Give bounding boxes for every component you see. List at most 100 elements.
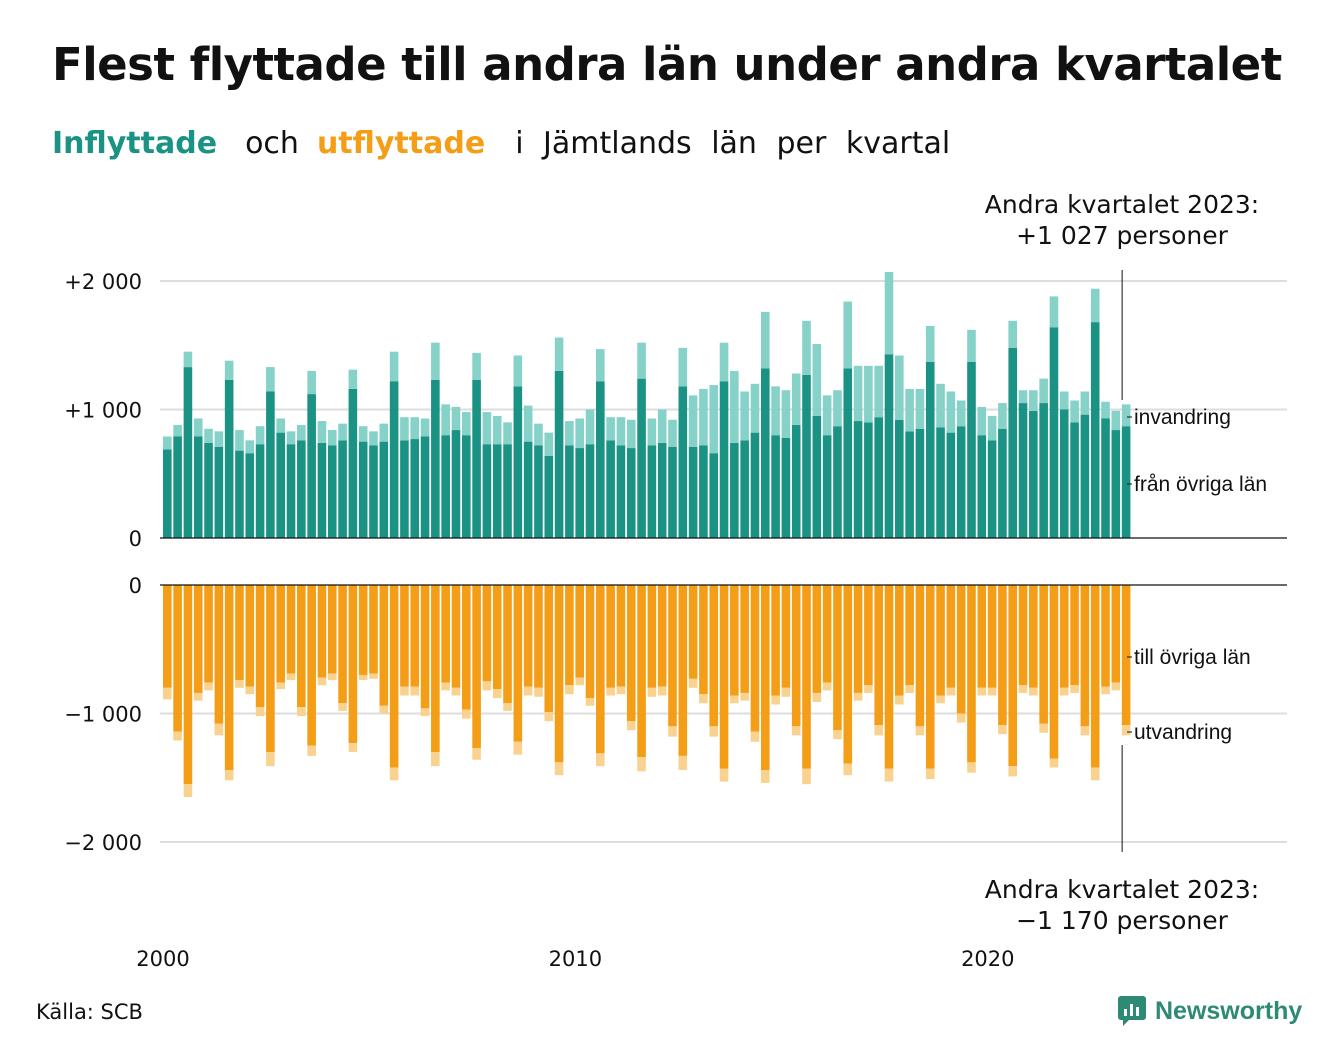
bar-inflow-domestic <box>822 435 832 538</box>
bar-outflow-domestic <box>307 585 316 746</box>
bar-outflow-emigration <box>967 762 976 773</box>
bar-inflow-domestic <box>1029 410 1038 538</box>
bar-outflow-domestic <box>554 585 564 763</box>
annotation-top-line1: Andra kvartalet 2023: <box>985 190 1259 219</box>
bar-outflow-domestic <box>400 585 409 687</box>
bar-inflow-domestic <box>183 367 193 538</box>
bar-inflow-immigration <box>1111 410 1121 431</box>
bar-outflow-emigration <box>1080 726 1090 736</box>
bar-outflow-domestic <box>616 585 626 687</box>
bar-inflow-immigration <box>802 320 811 375</box>
bar-outflow-domestic <box>1018 585 1028 686</box>
bar-inflow-immigration <box>688 395 698 447</box>
bar-inflow-immigration <box>781 390 791 438</box>
tick-labels: 0 +1 000 +2 000 0 −1 000 −2 000 2000 2010 2020 <box>64 270 1014 971</box>
bar-outflow-domestic <box>853 585 863 693</box>
bar-inflow-domestic <box>163 449 172 538</box>
bar-inflow-domestic <box>358 441 368 538</box>
bar-inflow-immigration <box>606 417 615 441</box>
bar-inflow-domestic <box>224 379 234 538</box>
bar-outflow-domestic <box>1070 585 1079 686</box>
bar-inflow-domestic <box>503 444 512 538</box>
bar-inflow-immigration <box>327 430 337 446</box>
bar-inflow-immigration <box>1080 391 1090 415</box>
bar-outflow-emigration <box>348 743 358 753</box>
bar-inflow-immigration <box>431 342 440 380</box>
bar-outflow-domestic <box>255 585 265 708</box>
bar-inflow-immigration <box>657 409 667 443</box>
bar-outflow-domestic <box>956 585 966 714</box>
bar-inflow-domestic <box>266 391 275 538</box>
bar-outflow-domestic <box>204 585 213 683</box>
subtitle-outflow-word: utflyttade <box>316 126 486 161</box>
bar-inflow-domestic <box>626 448 636 538</box>
bar-inflow-domestic <box>369 445 378 538</box>
bar-inflow-immigration <box>1008 320 1018 348</box>
bar-inflow-domestic <box>864 422 873 538</box>
bar-inflow-immigration <box>492 415 502 445</box>
bar-inflow-immigration <box>884 272 894 355</box>
bar-outflow-emigration <box>204 682 213 691</box>
bar-inflow-immigration <box>812 343 822 416</box>
bar-outflow-emigration <box>1059 687 1069 696</box>
bar-inflow-immigration <box>286 431 296 445</box>
bar-inflow-immigration <box>596 349 605 382</box>
bar-outflow-emigration <box>503 703 512 711</box>
bar-inflow-domestic <box>276 432 286 538</box>
bar-inflow-immigration <box>864 365 873 423</box>
bar-outflow-domestic <box>719 585 729 769</box>
bar-inflow-immigration <box>266 367 275 392</box>
bar-inflow-domestic <box>193 436 203 538</box>
bar-outflow-emigration <box>338 703 347 711</box>
bar-outflow-emigration <box>472 748 481 760</box>
bar-outflow-domestic <box>193 585 203 693</box>
bar-inflow-domestic <box>544 455 554 538</box>
bar-outflow-emigration <box>833 730 842 740</box>
bar-inflow-immigration <box>369 431 378 446</box>
bar-outflow-domestic <box>647 585 657 688</box>
bar-outflow-emigration <box>513 741 523 755</box>
bar-outflow-domestic <box>637 585 646 758</box>
bar-outflow-emigration <box>183 784 193 798</box>
bar-inflow-domestic <box>987 440 997 538</box>
bar-outflow-domestic <box>987 585 997 688</box>
bar-outflow-domestic <box>492 585 502 690</box>
bar-outflow-domestic <box>1008 585 1018 767</box>
bar-outflow-domestic <box>874 585 883 726</box>
bar-outflow-emigration <box>276 682 286 690</box>
bar-outflow-emigration <box>987 687 997 696</box>
bar-inflow-domestic <box>998 428 1007 538</box>
bar-inflow-immigration <box>307 370 316 395</box>
bar-inflow-immigration <box>400 417 409 441</box>
bar-outflow-domestic <box>771 585 780 696</box>
x-tick-label: 2020 <box>961 947 1014 971</box>
bar-outflow-domestic <box>884 585 894 769</box>
bar-outflow-domestic <box>925 585 935 769</box>
bar-inflow-domestic <box>1039 403 1048 538</box>
bar-inflow-domestic <box>472 379 481 538</box>
bar-outflow-domestic <box>1039 585 1048 724</box>
bar-outflow-domestic <box>173 585 182 732</box>
series-label-fran-ovriga-lan: från övriga län <box>1134 473 1267 496</box>
bar-outflow-domestic <box>348 585 358 744</box>
newsworthy-logo-icon <box>1118 996 1146 1026</box>
bar-inflow-domestic <box>400 440 409 538</box>
bar-outflow-emigration <box>420 708 430 717</box>
bar-outflow-domestic <box>750 585 760 732</box>
bar-inflow-immigration <box>709 385 719 454</box>
bar-outflow-domestic <box>626 585 636 722</box>
bar-inflow-domestic <box>317 442 327 538</box>
bar-inflow-domestic <box>843 368 853 538</box>
bar-outflow-domestic <box>678 585 688 756</box>
y-tick-label-bottom: −2 000 <box>64 831 142 855</box>
bar-inflow-domestic <box>596 381 605 538</box>
bar-outflow-domestic <box>668 585 677 727</box>
bar-outflow-emigration <box>575 677 584 686</box>
bar-outflow-emigration <box>791 726 801 736</box>
bar-outflow-emigration <box>224 770 234 781</box>
bar-outflow-emigration <box>606 687 615 696</box>
bar-outflow-emigration <box>647 687 657 697</box>
bar-inflow-immigration <box>472 352 481 380</box>
bar-outflow-domestic <box>802 585 811 769</box>
bar-outflow-emigration <box>431 752 440 767</box>
